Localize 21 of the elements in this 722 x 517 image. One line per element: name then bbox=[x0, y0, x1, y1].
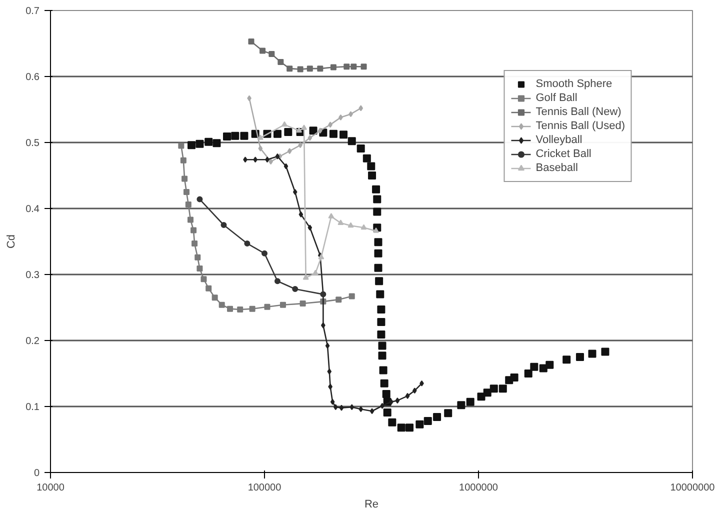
y-tick-label: 0.3 bbox=[26, 270, 40, 281]
legend-label: Tennis Ball (Used) bbox=[536, 119, 625, 133]
legend-label: Volleyball bbox=[536, 133, 582, 147]
y-tick-label: 0.7 bbox=[26, 6, 40, 17]
x-tick-label: 10000000 bbox=[670, 482, 716, 494]
y-tick-label: 0 bbox=[34, 468, 40, 479]
x-tick-label: 100000 bbox=[248, 482, 282, 494]
y-tick-label: 0.1 bbox=[26, 402, 40, 413]
legend-label: Cricket Ball bbox=[536, 147, 592, 161]
y-tick-label: 0.6 bbox=[26, 72, 40, 83]
legend-label: Golf Ball bbox=[536, 91, 578, 105]
y-tick-label: 0.2 bbox=[26, 336, 40, 347]
legend-label: Baseball bbox=[536, 161, 578, 175]
y-axis-title: Cd bbox=[6, 234, 18, 249]
y-tick-label: 0.5 bbox=[26, 138, 40, 149]
legend-label: Tennis Ball (New) bbox=[536, 105, 622, 119]
legend-label: Smooth Sphere bbox=[536, 77, 612, 91]
y-tick-label: 0.4 bbox=[26, 204, 40, 215]
x-tick-label: 1000000 bbox=[459, 482, 498, 494]
x-axis-title: Re bbox=[364, 498, 379, 510]
x-tick-label: 10000 bbox=[36, 482, 65, 494]
